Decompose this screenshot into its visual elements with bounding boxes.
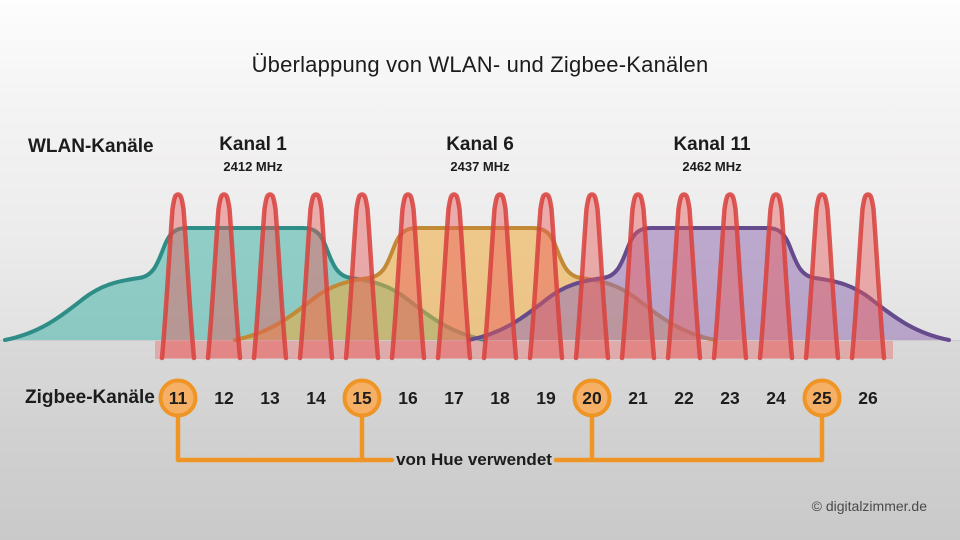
zigbee-peak-outline-14 bbox=[297, 192, 335, 361]
baseline-shade bbox=[0, 340, 960, 540]
zigbee-peak-outline-21 bbox=[619, 192, 657, 361]
zigbee-peak-fill-24 bbox=[760, 194, 792, 358]
zigbee-peak-fill-25 bbox=[806, 194, 838, 358]
zigbee-peak-outline-22 bbox=[665, 192, 703, 361]
zigbee-peak-fill-14 bbox=[300, 194, 332, 358]
zigbee-peak-fill-23 bbox=[714, 194, 746, 358]
wlan-mask-fill-kanal-11 bbox=[469, 228, 949, 340]
zigbee-peak-fill-22 bbox=[668, 194, 700, 358]
hue-bracket bbox=[175, 407, 825, 463]
zigbee-peak-outline-19 bbox=[527, 192, 565, 361]
zigbee-peak-fill-18 bbox=[484, 194, 516, 358]
zigbee-peak-outline-11 bbox=[159, 192, 197, 361]
zigbee-peak-fill-20 bbox=[576, 194, 608, 358]
zigbee-peak-outline-25 bbox=[803, 192, 841, 361]
zigbee-band bbox=[155, 341, 893, 359]
zigbee-peak-outline-12 bbox=[205, 192, 243, 361]
hue-circle-15 bbox=[342, 378, 382, 418]
zigbee-peak-fill-17 bbox=[438, 194, 470, 358]
zigbee-peak-fill-26 bbox=[852, 194, 884, 358]
zigbee-peak-outline-17 bbox=[435, 192, 473, 361]
zigbee-peak-outline-16 bbox=[389, 192, 427, 361]
zigbee-peak-outline-20 bbox=[573, 192, 611, 361]
zigbee-peak-fill-15 bbox=[346, 194, 378, 358]
zigbee-peak-outline-15 bbox=[343, 192, 381, 361]
zigbee-peak-fill-16 bbox=[392, 194, 424, 358]
hue-circle-11 bbox=[158, 378, 198, 418]
zigbee-peak-fill-12 bbox=[208, 194, 240, 358]
hue-circle-20 bbox=[572, 378, 612, 418]
hue-circle-25 bbox=[802, 378, 842, 418]
wlan-mask-outline-kanal-11 bbox=[467, 226, 951, 342]
zigbee-peak-outline-26 bbox=[849, 192, 887, 361]
zigbee-peak-fill-13 bbox=[254, 194, 286, 358]
zigbee-peak-outline-23 bbox=[711, 192, 749, 361]
zigbee-peak-fill-21 bbox=[622, 194, 654, 358]
zigbee-peak-fill-11 bbox=[162, 194, 194, 358]
zigbee-peak-outline-18 bbox=[481, 192, 519, 361]
zigbee-peak-outline-13 bbox=[251, 192, 289, 361]
zigbee-peak-outline-24 bbox=[757, 192, 795, 361]
zigbee-peak-fill-19 bbox=[530, 194, 562, 358]
